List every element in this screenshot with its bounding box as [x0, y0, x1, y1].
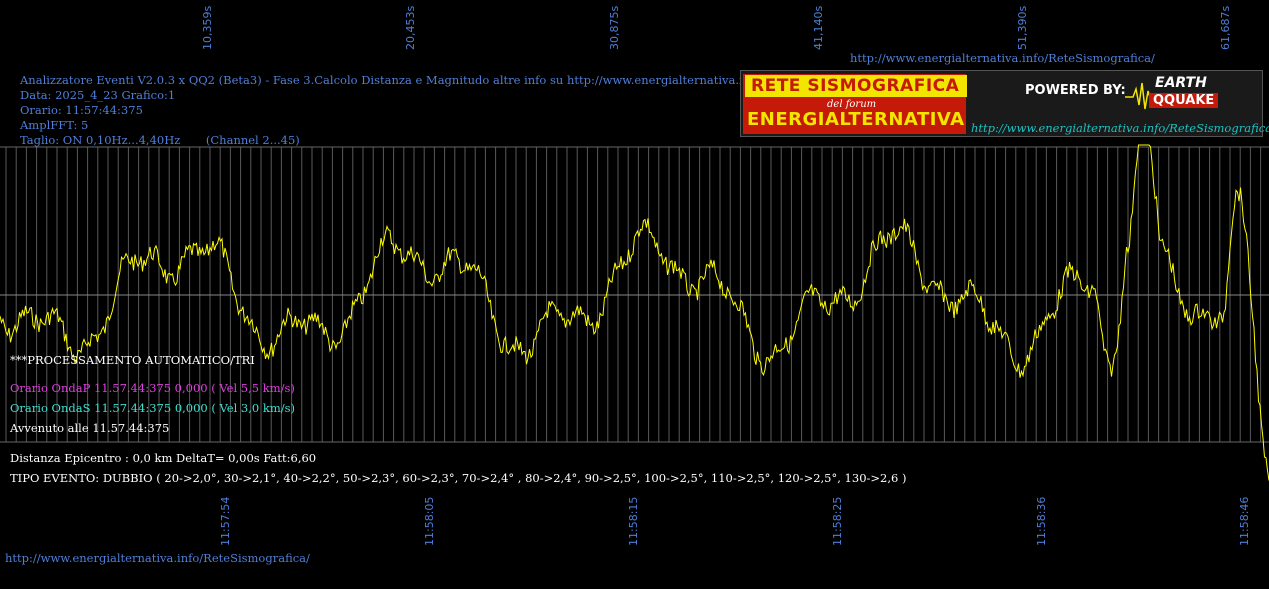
banner-url: http://www.energialternativa.info/ReteSi…	[971, 121, 1269, 135]
time-label-bottom-1: 11:57:54	[219, 496, 232, 546]
header-data: Data: 2025_4_23 Grafico:1	[20, 88, 176, 102]
onda-p-label: Orario OndaP 11.57.44:375 0,000 ( Vel 5,…	[10, 381, 295, 395]
banner-energialternativa: ENERGIALTERNATIVA	[747, 109, 965, 130]
seismic-trace	[0, 144, 1269, 481]
banner-forum: del forum	[827, 99, 877, 110]
time-label-bottom-5: 11:58:36	[1035, 496, 1048, 546]
time-label-bottom-3: 11:58:15	[627, 496, 640, 546]
footer-url: http://www.energialternativa.info/ReteSi…	[5, 551, 310, 565]
header-orario: Orario: 11:57:44:375	[20, 103, 143, 117]
avvenuto-label: Avvenuto alle 11.57.44:375	[10, 421, 170, 435]
distanza-label: Distanza Epicentro : 0,0 km DeltaT= 0,00…	[10, 451, 317, 465]
header-title: Analizzatore Eventi V2.0.3 x QQ2 (Beta3)…	[20, 73, 872, 87]
banner-qquake: QQUAKE	[1149, 93, 1219, 108]
rete-sismografica-banner: RETE SISMOGRAFICA del forum ENERGIALTERN…	[740, 70, 1269, 137]
tipo-evento-label: TIPO EVENTO: DUBBIO ( 20->2,0°, 30->2,1°…	[10, 471, 907, 485]
time-label-top-2: 20,453s	[404, 5, 417, 50]
time-label-bottom-2: 11:58:05	[423, 496, 436, 546]
time-label-top-3: 30,875s	[608, 5, 621, 50]
time-label-bottom-6: 11:58:46	[1238, 496, 1251, 546]
header-amplfft: AmplFFT: 5	[20, 118, 89, 132]
time-label-top-1: 10,359s	[201, 5, 214, 50]
time-label-top-4: 41,140s	[812, 5, 825, 50]
header-taglio: Taglio: ON 0,10Hz...4,40Hz (Channel 2...…	[20, 133, 300, 147]
banner-earth: EARTH	[1155, 75, 1207, 91]
onda-s-label: Orario OndaS 11.57.44:375 0,000 ( Vel 3,…	[10, 401, 296, 415]
time-label-bottom-4: 11:58:25	[831, 496, 844, 546]
time-label-top-6: 61,687s	[1219, 5, 1232, 50]
processamento-label: ***PROCESSAMENTO AUTOMATICO/TRI	[10, 353, 255, 367]
banner-title: RETE SISMOGRAFICA	[745, 75, 967, 97]
header-url-top: http://www.energialternativa.info/ReteSi…	[850, 51, 1155, 65]
time-label-top-5: 51,390s	[1016, 5, 1029, 50]
banner-powered-by: POWERED BY:	[1025, 83, 1126, 98]
